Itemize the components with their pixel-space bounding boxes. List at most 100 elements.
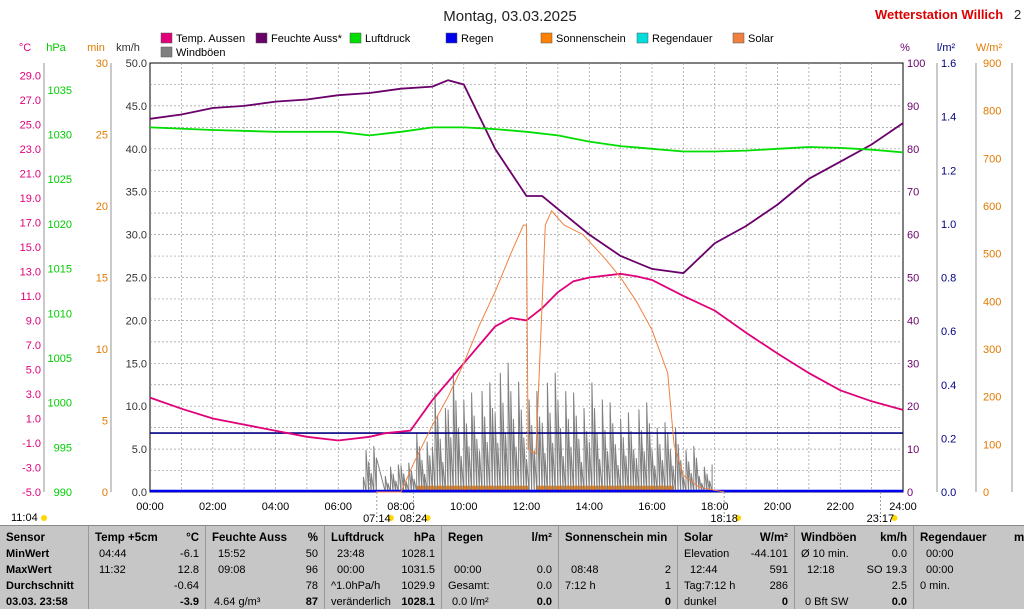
temp-tick-label: 29.0	[20, 70, 41, 82]
minutes-tick-label: 5	[102, 416, 108, 428]
marker-label: 23:17	[867, 513, 895, 525]
legend-label: Regen	[461, 33, 493, 45]
hdr-hum: Feuchte Auss	[212, 532, 287, 544]
chart-axes: 00:00 02:00 04:00 06:00 08:00 10:00 12:00 14:00…	[19, 42, 1013, 513]
marker-label: 18:18	[710, 513, 738, 525]
marker-label: 08:24	[400, 513, 428, 525]
humidity-tick-label: 40	[907, 315, 919, 327]
hum-min-time: 15:52	[218, 548, 246, 560]
wind-tick-label: 25.0	[126, 273, 147, 285]
solar-tick-label: 900	[983, 58, 1001, 70]
lbl-avg: Durchschnitt	[6, 580, 74, 592]
wind-tick-label: 45.0	[126, 101, 147, 113]
solar-tick-label: 100	[983, 439, 1001, 451]
legend-label: Solar	[748, 33, 774, 45]
temp-tick-label: 25.0	[20, 119, 41, 131]
solar-max-val: 591	[769, 564, 788, 576]
sun-avg-val: 1	[664, 580, 671, 592]
solar-tick-label: 400	[983, 296, 1001, 308]
col-solar: Solar W/m² Elevation -44.101 12:44 591 Tag:…	[678, 526, 795, 609]
x-tick-label: 24:00	[889, 501, 917, 513]
temp-tick-label: 9.0	[26, 315, 41, 327]
humidity-tick-label: 90	[907, 101, 919, 113]
legend-swatch	[160, 46, 173, 58]
legend-label: Feuchte Auss*	[271, 33, 343, 45]
x-tick-label: 02:00	[199, 501, 227, 513]
humidity-tick-label: 0	[907, 487, 913, 499]
hdr-sensor: Sensor	[6, 532, 45, 544]
solar-elev-val: -44.101	[750, 548, 788, 560]
temp-tick-label: 27.0	[20, 95, 41, 107]
humidity-tick-label: 20	[907, 401, 919, 413]
legend-label: Luftdruck	[365, 33, 411, 45]
col-pressure: Luftdruck hPa 23:48 1028.1 00:00 1031.5 ^1.…	[325, 526, 442, 609]
hdr-press: Luftdruck	[331, 532, 385, 544]
solar-avg-val: 286	[769, 580, 788, 592]
x-tick-label: 18:00	[701, 501, 729, 513]
solar-tick-label: 300	[983, 344, 1001, 356]
wind-max-val: SO 19.3	[866, 564, 907, 576]
lbl-cur: 03.03. 23:58	[6, 596, 68, 608]
solar-cur-lbl: dunkel	[684, 596, 717, 608]
unit-raindur: m	[1014, 532, 1024, 544]
rain-tick-label: 0.0	[941, 487, 956, 499]
hum-cur-val: 87	[305, 596, 318, 608]
hdr-sun: Sonnenschein min	[565, 532, 668, 544]
raindur-min-time: 00:00	[926, 548, 954, 560]
legend-swatch	[160, 32, 173, 44]
hum-max-time: 09:08	[218, 564, 246, 576]
hdr-rain: Regen	[448, 532, 484, 544]
legend-label: Windböen	[176, 47, 226, 59]
series-solar	[375, 209, 725, 493]
sun-icon	[735, 515, 742, 521]
col-rain: Regen l/m² 00:00 0.0 Gesamt: 0.0 0.0 l/m² 0.…	[442, 526, 559, 609]
wind-tick-label: 50.0	[126, 58, 147, 70]
solar-tick-label: 200	[983, 392, 1001, 404]
station-name: Wetterstation Willich	[875, 7, 1003, 22]
chart-title: Montag, 03.03.2025	[443, 8, 576, 25]
hdr-wind: Windböen	[801, 532, 857, 544]
rain-tick-label: 1.2	[941, 165, 956, 177]
rain-total-val: 0.0	[536, 580, 552, 592]
rain-tick-label: 0.2	[941, 433, 956, 445]
rain-total-lbl: Gesamt:	[448, 580, 490, 592]
minutes-tick-label: 25	[96, 130, 108, 142]
wind-tick-label: 10.0	[126, 401, 147, 413]
humidity-tick-label: 10	[907, 444, 919, 456]
hum-avg-val: 78	[305, 580, 318, 592]
pressure-tick-label: 1025	[48, 174, 72, 186]
temp-tick-label: -3.0	[22, 462, 41, 474]
x-tick-label: 20:00	[764, 501, 792, 513]
x-tick-label: 14:00	[575, 501, 603, 513]
legend-swatch	[732, 32, 745, 44]
unit-hum: %	[307, 532, 318, 544]
sun-icon	[891, 515, 898, 521]
pressure-axis-unit: hPa	[46, 42, 66, 54]
temp-tick-label: 11.0	[20, 291, 41, 303]
legend-label: Regendauer	[652, 33, 713, 45]
wind-cur-lbl: 0 Bft SW	[805, 596, 849, 608]
press-min-time: 23:48	[337, 548, 365, 560]
legend-swatch	[540, 32, 553, 44]
wind-avg10-val: 0.0	[891, 548, 907, 560]
humidity-tick-label: 30	[907, 358, 919, 370]
temp-tick-label: -5.0	[22, 487, 41, 499]
sun-cur-val: 0	[664, 596, 671, 608]
legend-swatch	[349, 32, 362, 44]
pressure-tick-label: 1020	[48, 219, 72, 231]
humidity-tick-label: 70	[907, 187, 919, 199]
lbl-min: MinWert	[6, 548, 50, 560]
unit-solar: W/m²	[759, 532, 788, 544]
temp-axis-unit: °C	[19, 42, 31, 54]
unit-temp: °C	[186, 532, 199, 544]
temp-min-val: -6.1	[180, 548, 199, 560]
marker-label: 07:14	[363, 513, 391, 525]
temp-avg-val: -0.64	[173, 580, 199, 592]
pressure-tick-label: 995	[54, 442, 72, 454]
hdr-temp: Temp +5cm	[95, 532, 158, 544]
temp-tick-label: 15.0	[20, 242, 41, 254]
x-tick-label: 12:00	[513, 501, 541, 513]
sunshine-bar	[416, 485, 530, 492]
wind-cur-val: 0.0	[891, 596, 907, 608]
temp-tick-label: 5.0	[26, 364, 41, 376]
